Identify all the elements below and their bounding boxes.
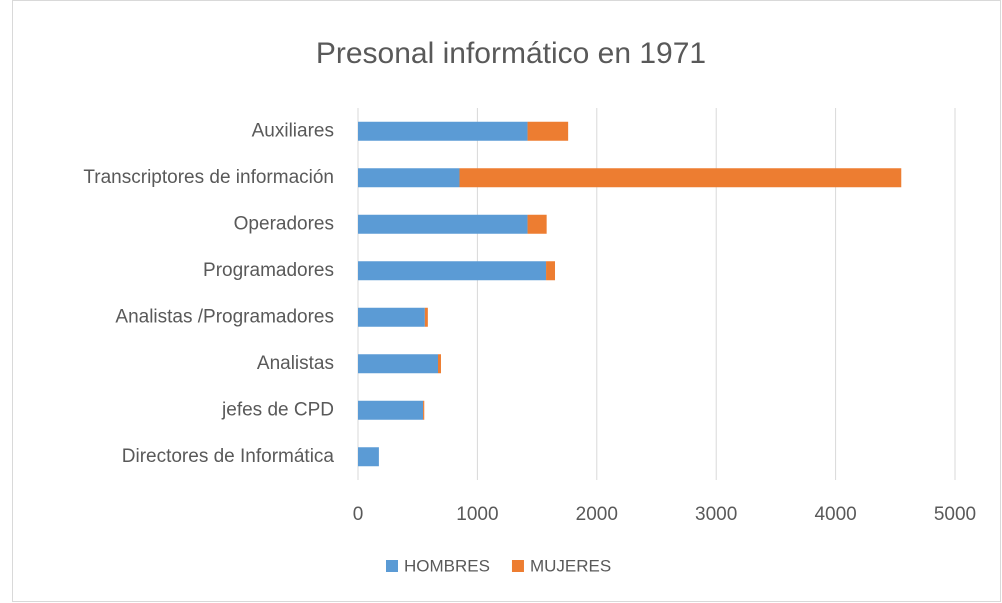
bar (358, 168, 460, 188)
chart-title: Presonal informático en 1971 (316, 37, 706, 70)
legend-label: HOMBRES (404, 556, 490, 575)
x-tick-label: 2000 (576, 504, 618, 525)
y-tick-label: Analistas (257, 353, 334, 374)
x-tick-label: 0 (353, 504, 364, 525)
bar (527, 214, 547, 234)
x-tick-label: 5000 (934, 504, 976, 525)
bar (358, 121, 528, 141)
bar (546, 261, 556, 281)
bar (423, 400, 425, 420)
y-tick-label: jefes de CPD (221, 399, 334, 420)
bar (358, 400, 424, 420)
x-tick-label: 4000 (814, 504, 856, 525)
x-tick-label: 3000 (695, 504, 737, 525)
bar (437, 354, 441, 374)
bar (358, 261, 547, 281)
y-tick-label: Analistas /Programadores (115, 306, 334, 327)
y-tick-label: Directores de Informática (122, 446, 335, 467)
bar (527, 121, 569, 141)
legend-swatch (386, 560, 398, 572)
bar (424, 307, 428, 327)
y-tick-label: Transcriptores de información (83, 167, 334, 188)
y-tick-label: Programadores (203, 260, 334, 281)
bar (459, 168, 902, 188)
legend-label: MUJERES (530, 556, 611, 575)
y-tick-label: Operadores (234, 213, 334, 234)
y-tick-label: Auxiliares (252, 120, 334, 141)
x-tick-label: 1000 (456, 504, 498, 525)
bar (358, 354, 438, 374)
bar (358, 307, 425, 327)
bar (358, 214, 528, 234)
bar (358, 447, 379, 467)
legend-swatch (511, 560, 524, 572)
